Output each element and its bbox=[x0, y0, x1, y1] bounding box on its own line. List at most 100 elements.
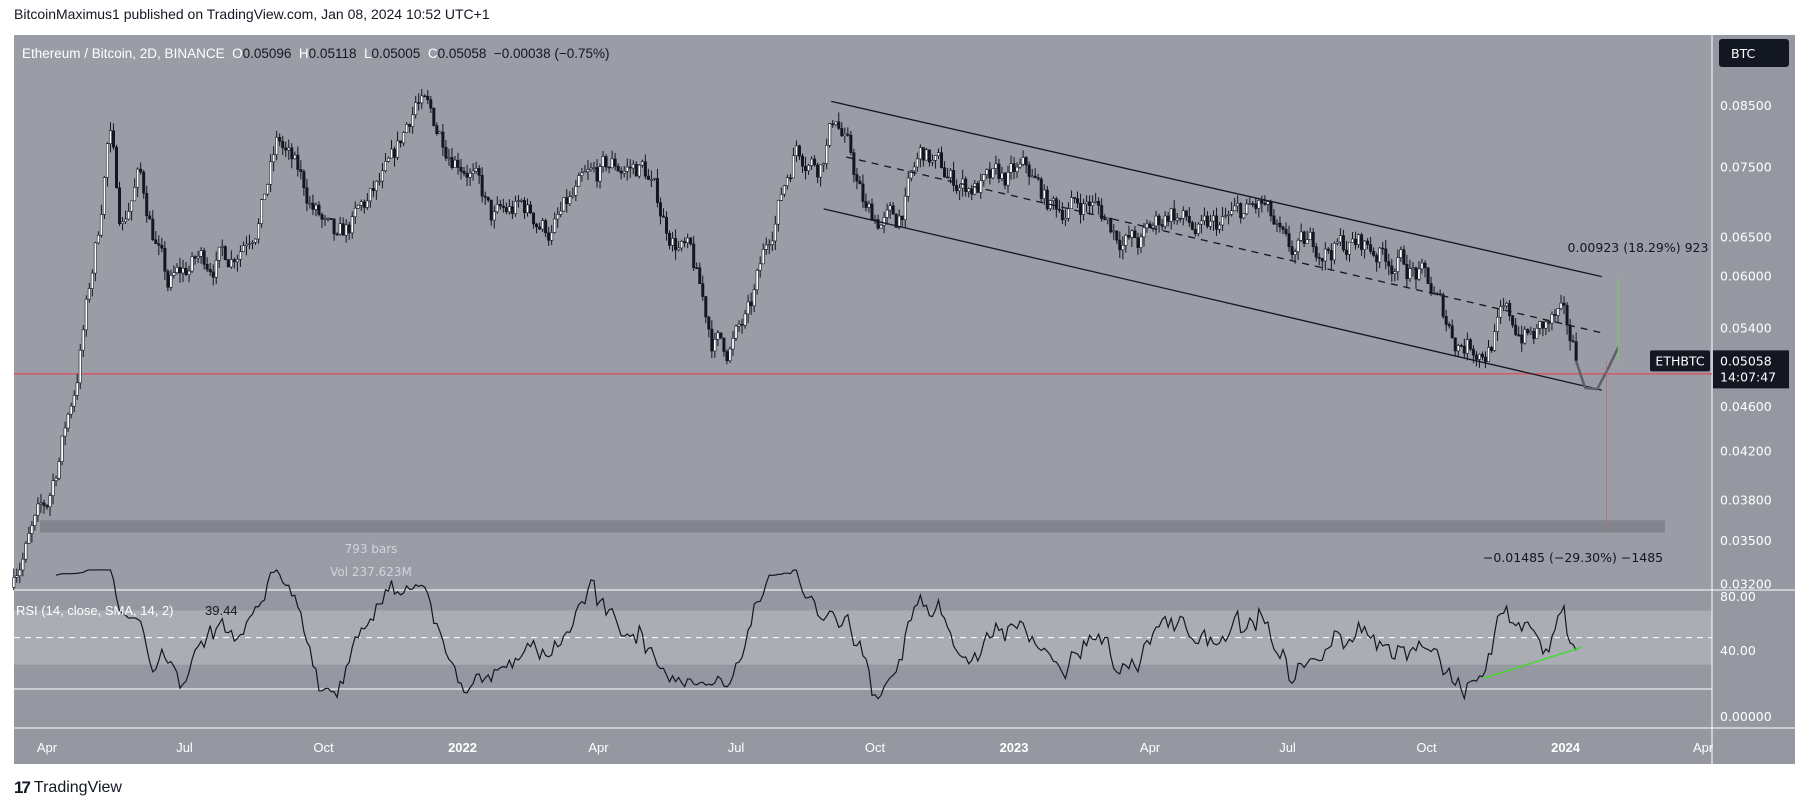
candle-down bbox=[1405, 263, 1409, 279]
candle-down bbox=[1100, 205, 1104, 219]
candle-up bbox=[885, 209, 889, 218]
measure-up-label: 0.00923 (18.29%) 923 bbox=[1568, 240, 1709, 255]
tradingview-logo[interactable]: 17 TradingView bbox=[14, 778, 122, 798]
candle-down bbox=[1568, 324, 1572, 342]
candle-up bbox=[1124, 235, 1128, 246]
time-tick-label: Jul bbox=[1279, 740, 1296, 755]
candle-up bbox=[1465, 339, 1469, 354]
candle-down bbox=[1272, 215, 1276, 225]
candle-up bbox=[57, 461, 61, 479]
rsi-title: RSI (14, close, SMA, 14, 2) bbox=[16, 603, 174, 618]
candle-up bbox=[48, 495, 52, 508]
candle-up bbox=[1357, 234, 1361, 246]
candle-down bbox=[1184, 210, 1188, 217]
candle-up bbox=[1202, 215, 1206, 222]
candle-down bbox=[997, 163, 1001, 179]
candle-down bbox=[1453, 337, 1457, 352]
candle-up bbox=[257, 223, 261, 240]
legend-close-label: C bbox=[420, 46, 438, 61]
candle-down bbox=[317, 204, 321, 215]
candle-down bbox=[943, 167, 947, 178]
candle-down bbox=[232, 259, 236, 263]
candle-up bbox=[72, 395, 76, 407]
candle-up bbox=[266, 184, 270, 195]
candle-down bbox=[1514, 324, 1518, 336]
candle-up bbox=[906, 177, 910, 197]
candle-up bbox=[84, 298, 88, 331]
candle-up bbox=[60, 435, 64, 462]
candle-up bbox=[383, 160, 387, 172]
rsi-line bbox=[55, 569, 1577, 701]
candle-down bbox=[683, 241, 687, 244]
candle-up bbox=[1378, 247, 1382, 263]
candle-down bbox=[498, 203, 502, 207]
candle-down bbox=[988, 169, 992, 179]
candle-down bbox=[426, 95, 430, 101]
candle-down bbox=[1302, 231, 1306, 244]
candle-down bbox=[1269, 201, 1273, 217]
candle-up bbox=[468, 172, 472, 178]
candle-up bbox=[1363, 240, 1367, 250]
channel-upper-line bbox=[831, 100, 1602, 278]
candle-down bbox=[698, 267, 702, 284]
price-pane bbox=[14, 35, 1712, 590]
candle-down bbox=[154, 239, 158, 244]
legend-low: 0.05005 bbox=[372, 46, 421, 61]
last-price-label: 0.05058 bbox=[1720, 353, 1772, 368]
candle-up bbox=[1233, 205, 1237, 211]
candle-up bbox=[1000, 172, 1004, 179]
candle-down bbox=[157, 243, 161, 246]
candle-down bbox=[616, 165, 620, 172]
candle-down bbox=[1103, 218, 1107, 221]
candle-down bbox=[1471, 348, 1475, 356]
candle-down bbox=[311, 202, 315, 210]
candle-up bbox=[713, 338, 717, 352]
candle-up bbox=[1529, 331, 1533, 334]
candle-up bbox=[794, 145, 798, 157]
currency-button[interactable]: BTC bbox=[1719, 39, 1789, 67]
candle-up bbox=[217, 246, 221, 261]
time-tick-label: Apr bbox=[37, 740, 58, 755]
candle-down bbox=[1441, 294, 1445, 317]
candle-down bbox=[211, 271, 215, 278]
candle-down bbox=[1447, 324, 1451, 327]
candle-up bbox=[1338, 235, 1342, 243]
candle-down bbox=[900, 215, 904, 220]
candle-down bbox=[725, 351, 729, 361]
price-tick-label: 0.03800 bbox=[1720, 492, 1772, 507]
candle-up bbox=[474, 168, 478, 172]
candle-up bbox=[326, 218, 330, 220]
candle-down bbox=[1402, 249, 1406, 265]
candle-up bbox=[1224, 215, 1228, 217]
candle-up bbox=[250, 242, 254, 244]
published-caption: BitcoinMaximus1 published on TradingView… bbox=[14, 6, 490, 22]
candle-down bbox=[1097, 201, 1101, 206]
candle-down bbox=[1118, 239, 1122, 251]
candle-up bbox=[33, 515, 37, 526]
candle-down bbox=[42, 502, 46, 506]
candle-up bbox=[770, 240, 774, 245]
candle-down bbox=[1565, 304, 1569, 326]
candle-up bbox=[254, 238, 258, 243]
candle-down bbox=[142, 171, 146, 194]
candle-down bbox=[1429, 283, 1433, 294]
candle-up bbox=[15, 575, 19, 578]
measure-down-label: −0.01485 (−29.30%) −1485 bbox=[1483, 550, 1663, 565]
candle-up bbox=[1351, 238, 1355, 243]
candle-up bbox=[516, 200, 520, 202]
candle-up bbox=[338, 223, 342, 235]
candle-up bbox=[671, 238, 675, 246]
candle-down bbox=[837, 121, 841, 129]
candle-down bbox=[1360, 234, 1364, 250]
candle-up bbox=[550, 232, 554, 241]
candle-up bbox=[1085, 201, 1089, 205]
candle-up bbox=[773, 223, 777, 242]
axis-corner bbox=[1713, 729, 1795, 764]
price-label-bg bbox=[1713, 350, 1789, 389]
legend-low-label: L bbox=[356, 46, 372, 61]
ohlc-legend: Ethereum / Bitcoin, 2D, BINANCE O0.05096… bbox=[22, 46, 609, 61]
candle-down bbox=[362, 201, 366, 208]
candle-up bbox=[241, 245, 245, 253]
candle-up bbox=[1393, 271, 1397, 274]
